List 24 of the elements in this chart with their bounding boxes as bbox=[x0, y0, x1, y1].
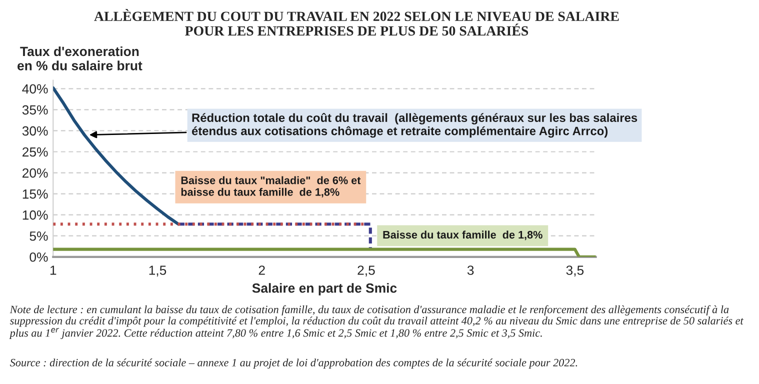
x-tick-label: 2,5 bbox=[358, 266, 375, 276]
x-tick-label: 3,5 bbox=[566, 266, 584, 276]
annotation: Baisse du taux "maladie" de 6% et baisse du taux famille de 1,8% bbox=[181, 176, 361, 198]
y-tick-label: 0% bbox=[30, 252, 48, 262]
y-tick-label: 15% bbox=[22, 189, 48, 199]
x-tick-label: 1 bbox=[50, 266, 56, 275]
x-axis-title: Salaire en part de Smic bbox=[252, 283, 397, 296]
text: Note de lecture : en cumulant la baisse du taux de cotisation famille, du taux de cotisation d'assurance maladie et le renforcement des allègements consécutif à la suppression du crédit d'impôt pour la compétitivité et l'emploi, la réduction du coût du travail atteint 40,2 % au niveau du Smic dans une entreprise de 50 salariés et plus au 1$^{er}$janvier 2022. Cette réduction atteint 7,80 % entre 1,6 Smic et 2,5 Smic et 1,80 % entre 2,5 Smic et 3,5 Smic. bbox=[9, 305, 744, 339]
x-tick-label: 3 bbox=[467, 266, 474, 275]
y-tick-label: 20% bbox=[22, 168, 48, 178]
source-note: Source : direction de la sécurité sociale – annexe 1 au projet de loi d'approbation des comptes de la sécurité sociale pour 2022. bbox=[10, 358, 578, 369]
y-tick-label: 35% bbox=[22, 105, 48, 115]
y-axis-title: Taux d'exoneration en % du salaire brut bbox=[18, 46, 142, 70]
y-tick-label: 5% bbox=[30, 231, 48, 241]
line-series bbox=[53, 86, 180, 226]
y-tick-label: 30% bbox=[22, 126, 48, 136]
x-tick-label: 1,5 bbox=[149, 266, 166, 276]
annotation: Réduction totale du coût du travail (allègements généraux sur les bas salaires étendus aux cotisations chômage et retraite complémentaire Agirc Arrco) bbox=[192, 112, 638, 138]
x-tick-label: 2 bbox=[258, 266, 265, 275]
annotation: Baisse du taux famille de 1,8% bbox=[383, 230, 542, 240]
y-tick-label: 40% bbox=[22, 84, 48, 94]
y-tick-label: 25% bbox=[22, 147, 48, 157]
y-tick-label: 10% bbox=[22, 210, 48, 220]
chart-title: ALLÈGEMENT DU COUT DU TRAVAIL EN 2022 SELON LE NIVEAU DE SALAIRE POUR LES ENTREPRISES DE PLUS DE 50 SALARIÉS bbox=[94, 9, 619, 36]
